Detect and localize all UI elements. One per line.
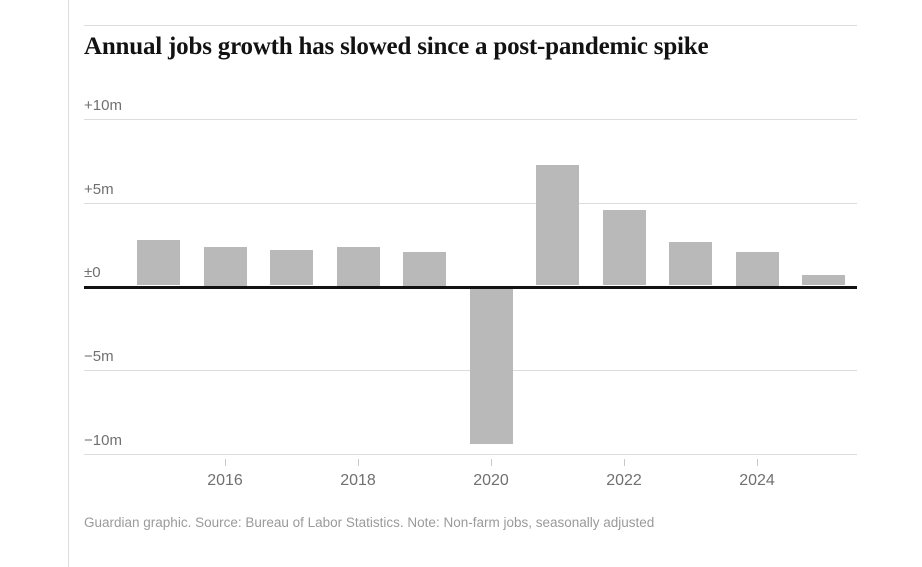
bar-2023 xyxy=(669,241,712,286)
bar-2021 xyxy=(536,164,579,286)
bar-2020 xyxy=(470,288,513,445)
bar-2015 xyxy=(137,240,180,286)
zero-axis-line xyxy=(84,285,857,289)
x-tick-2020 xyxy=(491,459,492,466)
bar-2017 xyxy=(270,250,313,286)
chart-title: Annual jobs growth has slowed since a po… xyxy=(84,33,709,60)
x-axis-label-2022: 2022 xyxy=(606,472,642,489)
top-border-line xyxy=(84,25,857,26)
y-axis-label-+5m: +5m xyxy=(84,181,114,198)
x-axis-label-2018: 2018 xyxy=(340,472,376,489)
left-border-line xyxy=(68,0,69,567)
gridline-−10m xyxy=(84,454,857,455)
bar-2024 xyxy=(736,252,779,286)
bar-2025 xyxy=(802,275,845,286)
x-tick-2024 xyxy=(757,459,758,466)
x-tick-2016 xyxy=(225,459,226,466)
x-tick-2018 xyxy=(358,459,359,466)
x-axis-label-2016: 2016 xyxy=(207,472,243,489)
gridline-+10m xyxy=(84,119,857,120)
source-note: Guardian graphic. Source: Bureau of Labo… xyxy=(84,515,655,530)
x-axis-label-2020: 2020 xyxy=(473,472,509,489)
y-axis-label-−10m: −10m xyxy=(84,432,122,449)
bar-chart-plot: +10m +5m ±0 −5m −10m 2016 2018 2020 2022 2024 xyxy=(84,0,857,505)
bar-2016 xyxy=(204,247,247,286)
gridline-+5m xyxy=(84,203,857,204)
bar-2022 xyxy=(603,210,646,286)
bar-2019 xyxy=(403,252,446,286)
x-axis-label-2024: 2024 xyxy=(739,472,775,489)
y-axis-label-+10m: +10m xyxy=(84,97,122,114)
bar-2018 xyxy=(337,247,380,286)
y-axis-label-±0: ±0 xyxy=(84,264,101,281)
y-axis-label-−5m: −5m xyxy=(84,348,114,365)
x-tick-2022 xyxy=(624,459,625,466)
